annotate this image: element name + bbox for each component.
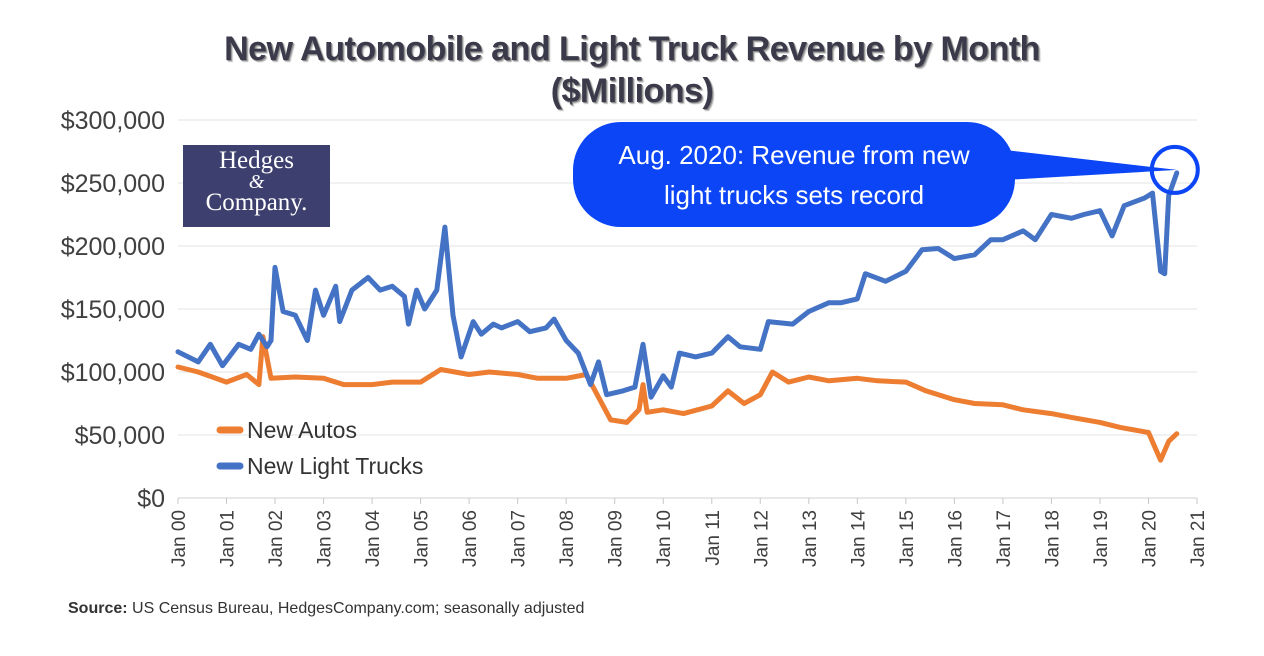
y-tick-label: $50,000 [75, 422, 165, 450]
series-line-light-trucks [175, 170, 1180, 400]
logo-line: Company. [205, 189, 308, 216]
x-tick-label: Jan 15 [897, 510, 918, 567]
x-tick-label: Jan 20 [1139, 510, 1160, 567]
y-tick-label: $150,000 [61, 296, 165, 324]
x-tick-label: Jan 06 [460, 510, 481, 567]
x-tick-label: Jan 01 [218, 510, 239, 567]
x-tick-label: Jan 12 [751, 510, 772, 567]
x-tick-label: Jan 00 [169, 510, 190, 567]
callout-line: Aug. 2020: Revenue from new [618, 140, 970, 170]
annotation-callout: Aug. 2020: Revenue from new light trucks… [573, 122, 1015, 227]
x-tick-label: Jan 05 [412, 510, 433, 567]
x-tick-label: Jan 17 [994, 510, 1015, 567]
x-tick-label: Jan 07 [509, 510, 530, 567]
callout-pointer [1005, 150, 1177, 180]
hedges-company-logo: Hedges & Company. [183, 145, 330, 227]
x-tick-label: Jan 02 [266, 510, 287, 567]
source-text: US Census Bureau, HedgesCompany.com; sea… [127, 600, 585, 617]
x-tick-label: Jan 11 [703, 510, 724, 566]
x-tick-label: Jan 13 [800, 510, 821, 567]
legend-label: New Light Trucks [247, 453, 423, 479]
callout-line: light trucks sets record [663, 180, 925, 210]
y-tick-label: $200,000 [61, 233, 165, 261]
source-label: Source: [68, 600, 128, 617]
subtitle-line: ($Millions) [550, 72, 714, 110]
x-tick-label: Jan 21 [1188, 510, 1209, 567]
source-note: Source: US Census Bureau, HedgesCompany.… [68, 600, 584, 618]
x-tick-label: Jan 16 [945, 510, 966, 567]
x-tick-label: Jan 14 [848, 510, 869, 567]
x-tick-label: Jan 04 [363, 510, 384, 567]
x-tick-label: Jan 18 [1042, 510, 1063, 567]
x-tick-label: Jan 08 [557, 510, 578, 567]
y-tick-label: $300,000 [61, 107, 165, 135]
y-tick-label: $0 [137, 485, 165, 513]
highlight-circle [1149, 144, 1200, 195]
x-tick-label: Jan 19 [1091, 510, 1112, 567]
x-tick-label: Jan 03 [315, 510, 336, 567]
y-tick-label: $250,000 [61, 170, 165, 198]
title-line: New Automobile and Light Truck Revenue b… [224, 30, 1040, 68]
chart-title: New Automobile and Light Truck Revenue b… [0, 28, 1264, 112]
legend-label: New Autos [247, 417, 357, 443]
logo-line: Hedges [219, 147, 294, 174]
x-tick-label: Jan 10 [654, 510, 675, 567]
y-tick-label: $100,000 [61, 359, 165, 387]
x-tick-label: Jan 09 [606, 510, 627, 567]
logo-line: & [248, 171, 265, 193]
series-line-autos [175, 334, 1180, 463]
